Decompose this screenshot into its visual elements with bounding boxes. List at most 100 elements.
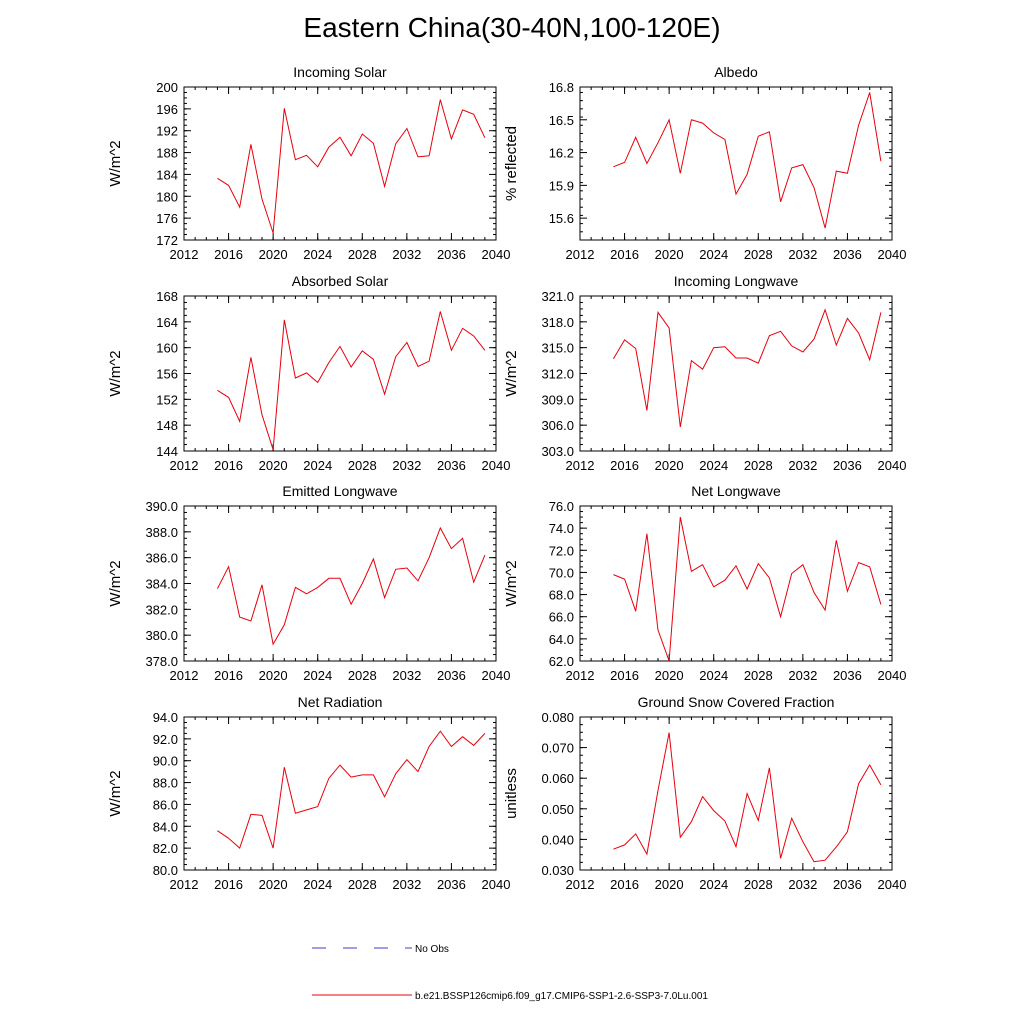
x-tick-label: 2020 bbox=[655, 247, 684, 262]
y-axis-label: W/m^2 bbox=[503, 560, 520, 606]
x-tick-label: 2040 bbox=[878, 247, 907, 262]
x-tick-label: 2036 bbox=[833, 877, 862, 892]
y-tick-label: 0.050 bbox=[541, 802, 574, 817]
y-tick-label: 180 bbox=[156, 189, 178, 204]
x-tick-label: 2032 bbox=[788, 247, 817, 262]
y-tick-label: 70.0 bbox=[549, 565, 574, 580]
panel-2: Albedo % reflected 2012 2016 2020 2024 2028 203… bbox=[503, 64, 906, 262]
x-tick-label: 2024 bbox=[699, 877, 728, 892]
y-tick-label: 82.0 bbox=[153, 841, 178, 856]
x-tick-label: 2032 bbox=[392, 247, 421, 262]
y-tick-label: 172 bbox=[156, 233, 178, 248]
x-tick-label: 2012 bbox=[566, 668, 595, 683]
x-tick-label: 2016 bbox=[214, 458, 243, 473]
panel-7: Net Radiation W/m^2 2012 2016 2020 2024 2028 20… bbox=[107, 694, 510, 892]
y-axis-label: W/m^2 bbox=[107, 140, 124, 186]
y-tick-label: 390.0 bbox=[145, 499, 178, 514]
series-line bbox=[217, 99, 486, 234]
x-tick-label: 2032 bbox=[788, 458, 817, 473]
x-tick-label: 2040 bbox=[878, 877, 907, 892]
y-tick-label: 303.0 bbox=[541, 444, 574, 459]
y-tick-label: 16.8 bbox=[549, 80, 574, 95]
x-tick-label: 2012 bbox=[170, 247, 199, 262]
panel-title: Incoming Solar bbox=[293, 64, 387, 80]
y-axis-label: % reflected bbox=[503, 126, 520, 201]
x-tick-label: 2024 bbox=[699, 458, 728, 473]
y-tick-label: 315.0 bbox=[541, 341, 574, 356]
x-tick-label: 2036 bbox=[437, 458, 466, 473]
series-line bbox=[217, 311, 486, 450]
x-tick-label: 2020 bbox=[655, 458, 684, 473]
y-tick-label: 184 bbox=[156, 167, 178, 182]
x-tick-label: 2032 bbox=[392, 668, 421, 683]
y-tick-label: 68.0 bbox=[549, 588, 574, 603]
y-tick-label: 160 bbox=[156, 341, 178, 356]
x-tick-label: 2016 bbox=[214, 247, 243, 262]
x-tick-label: 2036 bbox=[437, 247, 466, 262]
panel-8: Ground Snow Covered Fraction unitless 2012… bbox=[503, 694, 906, 892]
series-line bbox=[613, 516, 882, 662]
y-tick-label: 386.0 bbox=[145, 551, 178, 566]
y-tick-label: 321.0 bbox=[541, 289, 574, 304]
y-tick-label: 148 bbox=[156, 418, 178, 433]
x-tick-label: 2024 bbox=[303, 458, 332, 473]
y-tick-label: 0.070 bbox=[541, 741, 574, 756]
panel-title: Albedo bbox=[714, 64, 758, 80]
x-tick-label: 2012 bbox=[566, 877, 595, 892]
series-line bbox=[217, 730, 486, 849]
y-axis-label: W/m^2 bbox=[107, 770, 124, 816]
y-tick-label: 306.0 bbox=[541, 418, 574, 433]
legend-run-label: b.e21.BSSP126cmip6.f09_g17.CMIP6-SSP1-2.… bbox=[415, 991, 708, 1002]
y-axis-label: unitless bbox=[503, 768, 520, 819]
x-tick-label: 2028 bbox=[348, 877, 377, 892]
y-tick-label: 384.0 bbox=[145, 577, 178, 592]
y-tick-label: 380.0 bbox=[145, 628, 178, 643]
y-tick-label: 84.0 bbox=[153, 819, 178, 834]
y-tick-label: 15.6 bbox=[549, 211, 574, 226]
y-tick-label: 188 bbox=[156, 146, 178, 161]
y-tick-label: 200 bbox=[156, 80, 178, 95]
panel-6: Net Longwave W/m^2 2012 2016 2020 2024 2028 203… bbox=[503, 483, 906, 683]
x-tick-label: 2016 bbox=[610, 458, 639, 473]
x-tick-label: 2024 bbox=[303, 668, 332, 683]
panel-title: Emitted Longwave bbox=[282, 483, 397, 499]
series-line bbox=[613, 92, 882, 229]
y-tick-label: 66.0 bbox=[549, 610, 574, 625]
x-tick-label: 2028 bbox=[348, 247, 377, 262]
y-tick-label: 0.080 bbox=[541, 710, 574, 725]
x-tick-label: 2032 bbox=[788, 668, 817, 683]
y-tick-label: 164 bbox=[156, 315, 178, 330]
x-tick-label: 2040 bbox=[878, 458, 907, 473]
y-tick-label: 378.0 bbox=[145, 654, 178, 669]
x-tick-label: 2016 bbox=[214, 877, 243, 892]
y-tick-label: 156 bbox=[156, 367, 178, 382]
x-tick-label: 2016 bbox=[610, 668, 639, 683]
y-tick-label: 144 bbox=[156, 444, 178, 459]
y-tick-label: 15.9 bbox=[549, 178, 574, 193]
x-tick-label: 2020 bbox=[655, 668, 684, 683]
x-tick-label: 2024 bbox=[303, 877, 332, 892]
plot-frame bbox=[183, 505, 497, 662]
x-tick-label: 2028 bbox=[348, 668, 377, 683]
y-tick-label: 196 bbox=[156, 102, 178, 117]
y-tick-label: 80.0 bbox=[153, 863, 178, 878]
plot-frame bbox=[183, 716, 497, 871]
y-tick-label: 90.0 bbox=[153, 754, 178, 769]
y-tick-label: 94.0 bbox=[153, 710, 178, 725]
y-tick-label: 0.060 bbox=[541, 771, 574, 786]
y-tick-label: 88.0 bbox=[153, 776, 178, 791]
y-tick-label: 74.0 bbox=[549, 521, 574, 536]
y-tick-label: 86.0 bbox=[153, 797, 178, 812]
x-tick-label: 2024 bbox=[699, 247, 728, 262]
x-tick-label: 2040 bbox=[878, 668, 907, 683]
x-tick-label: 2036 bbox=[833, 668, 862, 683]
panel-title: Net Radiation bbox=[298, 694, 383, 710]
x-tick-label: 2012 bbox=[170, 668, 199, 683]
panel-3: Absorbed Solar W/m^2 2012 2016 2020 2024 2028 2… bbox=[107, 273, 510, 473]
x-tick-label: 2020 bbox=[655, 877, 684, 892]
x-tick-label: 2036 bbox=[833, 458, 862, 473]
plot-frame bbox=[183, 86, 497, 241]
y-tick-label: 72.0 bbox=[549, 543, 574, 558]
